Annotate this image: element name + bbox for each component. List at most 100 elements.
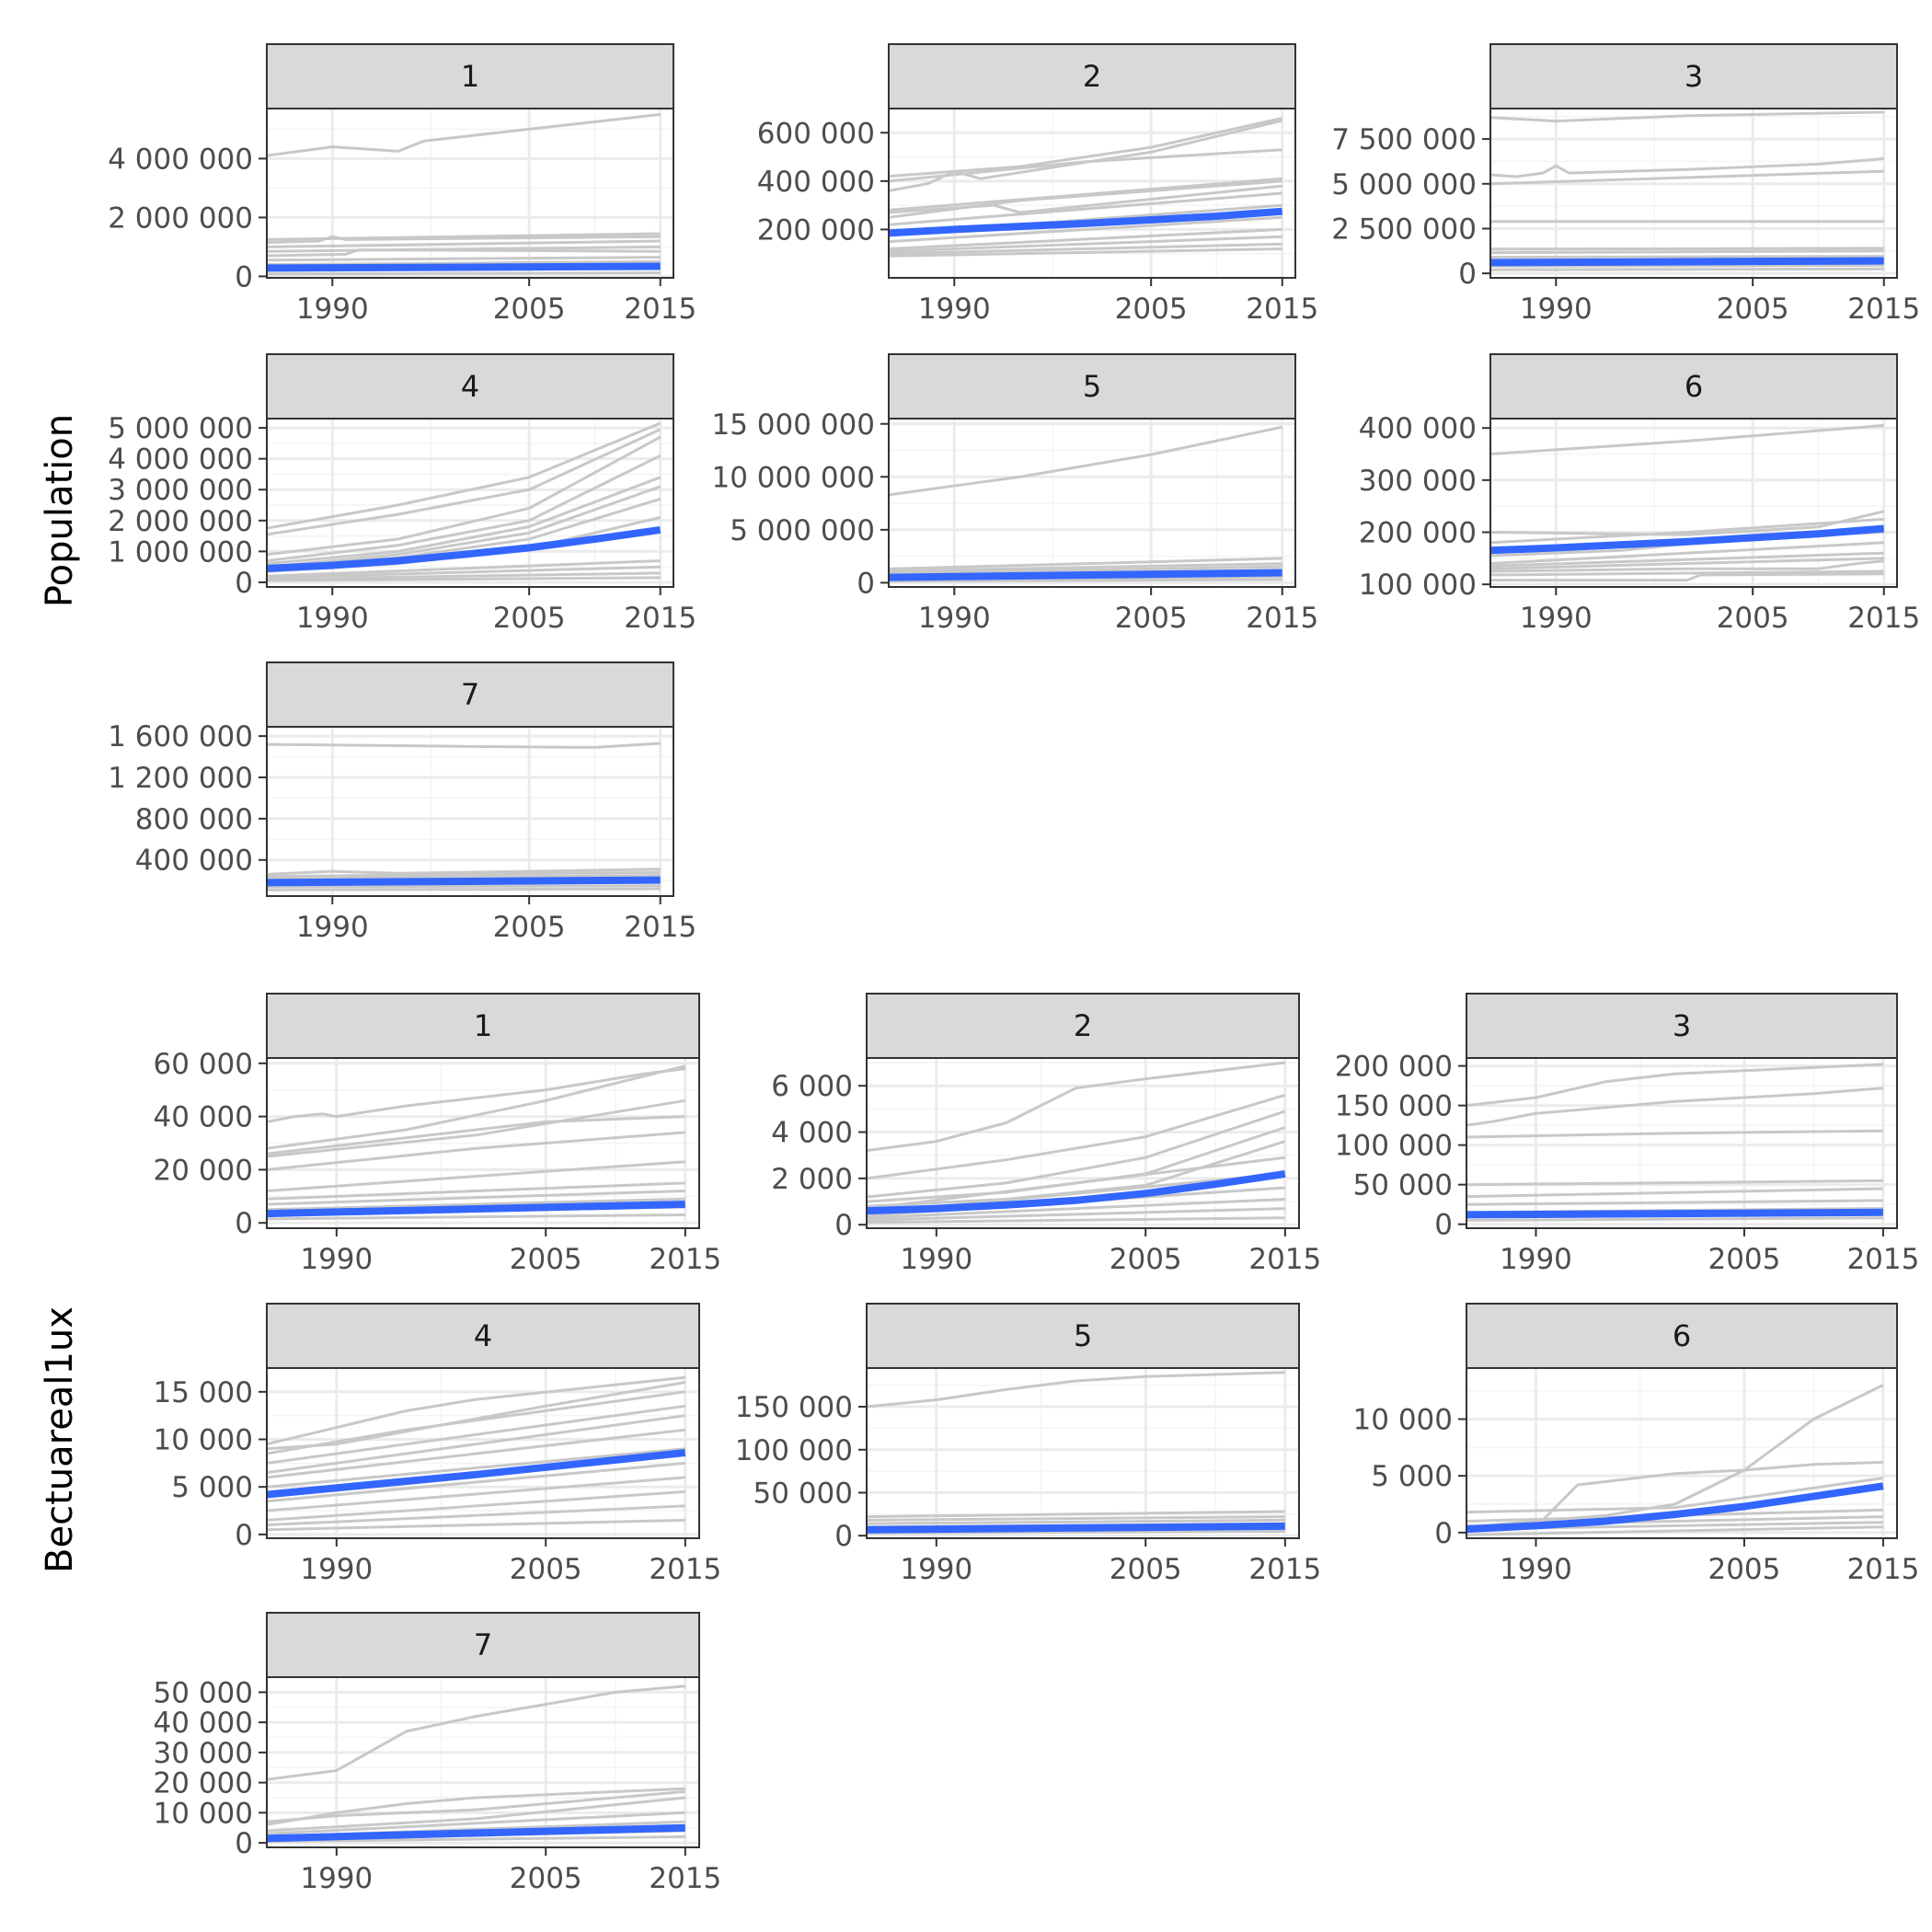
strip-label-population-6: 6 [1685, 369, 1703, 404]
y-tick-label-population-1: 2 000 000 [108, 201, 253, 235]
strip-bectuareal1ux-1 [266, 993, 700, 1059]
strip-population-1 [266, 43, 674, 109]
strip-label-bectuareal1ux-7: 7 [474, 1627, 492, 1662]
y-tick-label-bectuareal1ux-4: 10 000 [154, 1424, 253, 1457]
panel-frame-bectuareal1ux-5 [866, 1367, 1300, 1539]
strip-bectuareal1ux-2 [866, 993, 1300, 1059]
series-group-bectuareal1ux-3 [1466, 1063, 1884, 1222]
strip-label-bectuareal1ux-2: 2 [1074, 1008, 1092, 1043]
strip-label-bectuareal1ux-3: 3 [1673, 1008, 1691, 1043]
series-line-bectuareal1ux-7-0 [267, 1685, 685, 1781]
y-tick-label-population-1: 0 [235, 260, 253, 293]
y-tick-label-bectuareal1ux-6: 0 [1434, 1517, 1453, 1550]
series-line-bectuareal1ux-7-3 [267, 1796, 685, 1833]
series-line-population-4-5 [267, 485, 661, 569]
series-line-population-1-0 [267, 112, 661, 157]
y-tick-label-bectuareal1ux-7: 20 000 [154, 1767, 253, 1800]
series-group-population-5 [889, 425, 1283, 583]
series-line-bectuareal1ux-3-7 [1466, 1216, 1883, 1222]
series-line-population-4-1 [267, 428, 661, 536]
series-line-bectuareal1ux-2-10 [867, 1216, 1285, 1225]
series-line-population-7-0 [267, 742, 661, 749]
strip-label-population-4: 4 [461, 369, 479, 404]
y-tick-label-population-2: 200 000 [757, 213, 875, 247]
y-tick-label-population-5: 15 000 000 [712, 408, 876, 442]
x-tick-label-bectuareal1ux-5: 2005 [1110, 1553, 1182, 1586]
series-group-population-2 [889, 117, 1283, 258]
trend-line-bectuareal1ux-2 [867, 1169, 1286, 1215]
series-group-population-7 [267, 742, 661, 891]
series-line-bectuareal1ux-5-1 [867, 1510, 1285, 1519]
series-group-population-4 [267, 421, 661, 582]
series-line-population-2-5 [889, 184, 1282, 214]
panel-frame-population-5 [888, 418, 1296, 588]
series-line-population-6-4 [1490, 541, 1884, 565]
series-line-bectuareal1ux-2-2 [867, 1110, 1286, 1199]
series-line-population-3-6 [1490, 255, 1884, 259]
panel-frame-bectuareal1ux-4 [266, 1367, 700, 1539]
series-line-bectuareal1ux-2-1 [867, 1093, 1286, 1180]
x-tick-label-bectuareal1ux-2: 1990 [900, 1243, 972, 1276]
x-tick-label-population-4: 2005 [493, 602, 566, 635]
series-line-population-6-9 [1490, 572, 1884, 582]
series-line-population-3-4 [1490, 247, 1884, 251]
series-group-population-1 [267, 112, 661, 276]
x-tick-label-population-6: 1990 [1520, 602, 1593, 635]
series-line-population-2-12 [889, 247, 1282, 258]
x-tick-label-bectuareal1ux-2: 2005 [1110, 1243, 1182, 1276]
x-tick-label-bectuareal1ux-3: 2005 [1708, 1243, 1780, 1276]
series-line-bectuareal1ux-6-1 [1466, 1384, 1884, 1529]
series-line-population-7-6 [267, 884, 661, 889]
series-line-population-2-0 [889, 117, 1283, 178]
series-line-bectuareal1ux-6-2 [1466, 1477, 1884, 1514]
y-tick-label-population-2: 600 000 [757, 117, 875, 150]
y-tick-label-bectuareal1ux-5: 100 000 [735, 1434, 853, 1467]
series-group-bectuareal1ux-7 [267, 1685, 685, 1843]
y-tick-label-bectuareal1ux-7: 30 000 [154, 1737, 253, 1770]
series-line-bectuareal1ux-5-6 [867, 1530, 1285, 1535]
series-line-population-1-9 [267, 271, 661, 276]
x-tick-label-population-6: 2005 [1717, 602, 1789, 635]
x-tick-label-bectuareal1ux-5: 1990 [900, 1553, 972, 1586]
trend-line-bectuareal1ux-7 [267, 1823, 685, 1843]
series-line-bectuareal1ux-3-0 [1466, 1063, 1883, 1108]
y-tick-label-bectuareal1ux-7: 0 [235, 1827, 253, 1860]
series-line-population-3-1 [1490, 157, 1884, 178]
y-axis-title-bectuareal1ux: Bectuareal1ux [39, 1306, 81, 1573]
series-group-bectuareal1ux-6 [1466, 1384, 1884, 1536]
y-tick-label-population-1: 4 000 000 [108, 143, 253, 176]
y-tick-label-population-3: 0 [1458, 258, 1477, 291]
series-line-population-7-2 [267, 870, 661, 879]
series-line-bectuareal1ux-1-8 [267, 1197, 685, 1212]
series-line-population-5-3 [889, 565, 1282, 575]
x-tick-label-bectuareal1ux-4: 1990 [300, 1553, 373, 1586]
y-tick-label-population-2: 400 000 [757, 166, 875, 199]
x-tick-label-population-1: 1990 [296, 293, 369, 326]
trend-line-population-4 [267, 525, 661, 572]
x-tick-label-population-5: 2015 [1246, 602, 1318, 635]
panel-frame-population-4 [266, 418, 674, 588]
series-line-population-6-6 [1490, 557, 1884, 570]
series-line-population-7-1 [267, 868, 661, 876]
series-line-population-3-0 [1490, 110, 1884, 123]
series-line-bectuareal1ux-2-8 [867, 1198, 1285, 1220]
y-tick-label-population-6: 300 000 [1359, 465, 1477, 498]
series-line-population-3-8 [1490, 263, 1884, 268]
series-line-population-2-9 [889, 227, 1282, 250]
series-line-bectuareal1ux-5-3 [867, 1518, 1285, 1525]
y-tick-label-population-5: 5 000 000 [730, 514, 875, 547]
x-tick-label-bectuareal1ux-7: 2005 [510, 1862, 582, 1895]
series-line-bectuareal1ux-1-7 [267, 1190, 685, 1206]
series-line-bectuareal1ux-4-4 [267, 1414, 686, 1475]
series-line-bectuareal1ux-2-0 [867, 1061, 1285, 1153]
series-line-population-4-10 [267, 571, 661, 581]
series-line-bectuareal1ux-4-5 [267, 1428, 685, 1479]
series-line-population-2-11 [889, 242, 1282, 256]
series-layer [267, 110, 1885, 1843]
strip-label-bectuareal1ux-4: 4 [474, 1318, 492, 1353]
y-tick-label-bectuareal1ux-5: 0 [834, 1520, 853, 1553]
series-line-bectuareal1ux-4-6 [267, 1447, 685, 1489]
series-line-population-4-8 [267, 559, 661, 578]
panel-frames-layer: 1 2 3 4 5 6 7 1 2 3 4 5 6 7 [266, 43, 1898, 1848]
